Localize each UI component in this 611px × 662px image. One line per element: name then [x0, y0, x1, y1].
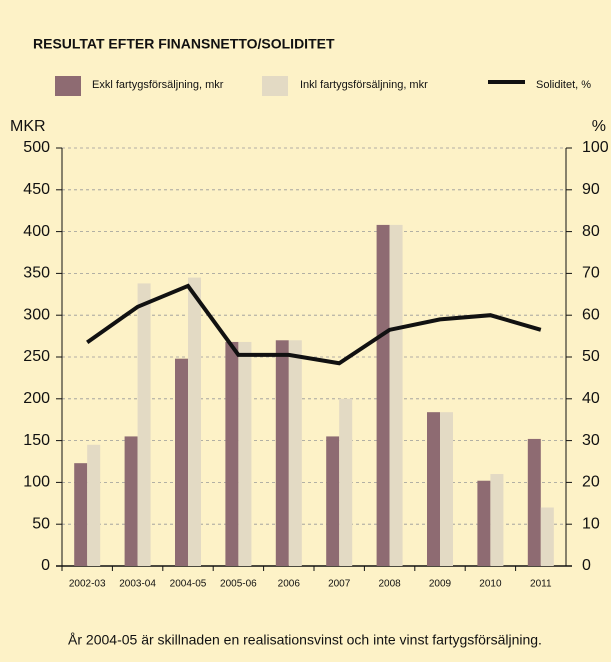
- x-tick-label: 2011: [530, 579, 552, 590]
- y2-tick-label: 60: [582, 306, 600, 323]
- y-tick-label: 0: [41, 557, 50, 574]
- bar: [188, 277, 201, 566]
- bar: [527, 438, 541, 566]
- legend-label: Exkl fartygsförsäljning, mkr: [92, 79, 224, 91]
- x-tick-label: 2006: [278, 579, 301, 590]
- bar: [477, 480, 491, 566]
- bar: [124, 436, 138, 566]
- y-tick-label: 100: [23, 474, 50, 491]
- y-tick-label: 400: [23, 223, 50, 240]
- y2-tick-label: 20: [582, 474, 600, 491]
- bar: [427, 412, 440, 566]
- chart-title: RESULTAT EFTER FINANSNETTO/SOLIDITET: [33, 36, 335, 52]
- bar: [389, 224, 403, 567]
- x-tick-label: 2010: [479, 579, 502, 590]
- bar: [440, 412, 453, 566]
- y-tick-label: 450: [23, 181, 50, 198]
- x-tick-label: 2005-06: [220, 579, 257, 590]
- x-tick-label: 2002-03: [69, 579, 106, 590]
- bar: [326, 436, 340, 566]
- y-tick-label: 250: [23, 348, 50, 365]
- y-axis-label: MKR: [10, 118, 46, 135]
- bar: [540, 507, 554, 566]
- bar: [490, 474, 504, 566]
- x-tick-label: 2004-05: [170, 579, 207, 590]
- x-tick-label: 2003-04: [119, 579, 156, 590]
- line: [86, 283, 542, 366]
- bar: [288, 340, 302, 566]
- y2-tick-label: 10: [582, 515, 600, 532]
- annotation: År 2004-05 är skillnaden en realisations…: [68, 632, 542, 648]
- y-tick-label: 50: [32, 515, 50, 532]
- y2-tick-label: 40: [582, 390, 600, 407]
- bar: [87, 444, 101, 566]
- y-tick-label: 500: [23, 139, 50, 156]
- x-tick-label: 2007: [328, 579, 351, 590]
- y-tick-label: 300: [23, 306, 50, 323]
- y2-tick-label: 0: [582, 557, 591, 574]
- y-tick-label: 200: [23, 390, 50, 407]
- bar: [238, 341, 252, 566]
- legend-label: Inkl fartygsförsäljning, mkr: [300, 79, 428, 91]
- bar: [339, 398, 353, 566]
- y2-axis-label: %: [592, 118, 606, 135]
- bar: [225, 341, 239, 566]
- legend-swatch: [55, 76, 81, 96]
- bar: [74, 463, 88, 566]
- y2-tick-label: 100: [582, 139, 609, 156]
- bar: [137, 283, 151, 566]
- y2-tick-label: 50: [582, 348, 600, 365]
- legend-label: Soliditet, %: [536, 79, 591, 91]
- x-tick-label: 2009: [429, 579, 452, 590]
- y-tick-label: 150: [23, 432, 50, 449]
- legend-swatch: [262, 76, 288, 96]
- y2-tick-label: 30: [582, 432, 600, 449]
- bar: [275, 340, 289, 566]
- x-tick-label: 2008: [378, 579, 401, 590]
- y2-tick-label: 90: [582, 181, 600, 198]
- y2-tick-label: 80: [582, 223, 600, 240]
- bar: [175, 358, 188, 566]
- bar: [376, 224, 390, 567]
- y2-tick-label: 70: [582, 265, 600, 282]
- y-tick-label: 350: [23, 265, 50, 282]
